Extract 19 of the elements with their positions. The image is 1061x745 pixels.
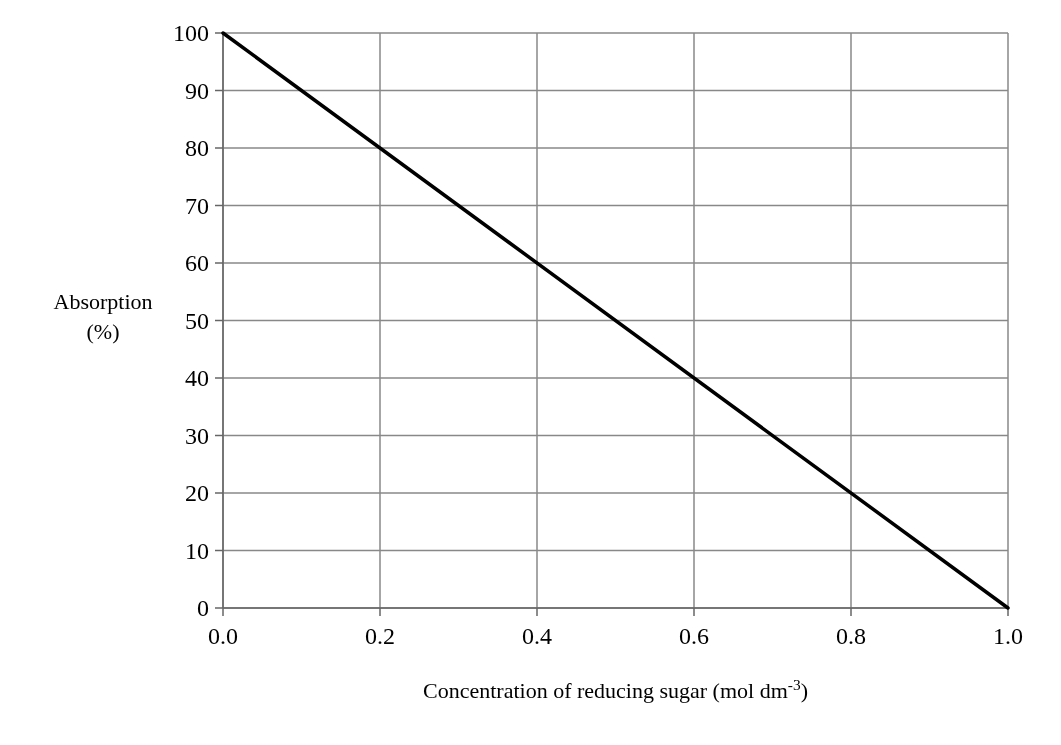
y-tick-label: 40 <box>185 365 209 392</box>
y-tick-label: 50 <box>185 307 209 334</box>
x-tick-label: 0.0 <box>208 623 238 649</box>
y-tick-label: 100 <box>173 20 209 47</box>
y-tick-label: 90 <box>185 77 209 104</box>
y-tick-label: 70 <box>185 192 209 219</box>
x-tick-label: 0.4 <box>522 623 552 649</box>
x-tick-label: 0.2 <box>365 623 395 649</box>
x-axis-title: Concentration of reducing sugar (mol dm$^{-3}$) <box>423 675 808 703</box>
y-tick-label: 20 <box>185 480 209 507</box>
x-tick-label: 1.0 <box>993 623 1023 649</box>
y-tick-label: 80 <box>185 135 209 162</box>
x-tick-label: 0.8 <box>836 623 866 649</box>
y-tick-label: 60 <box>185 250 209 277</box>
y-tick-label: 10 <box>185 537 209 564</box>
y-tick-label: 0 <box>197 595 209 622</box>
y-axis-title: Absorption (%) <box>53 288 153 344</box>
x-tick-label: 0.6 <box>679 623 709 649</box>
y-tick-label: 30 <box>185 422 209 449</box>
